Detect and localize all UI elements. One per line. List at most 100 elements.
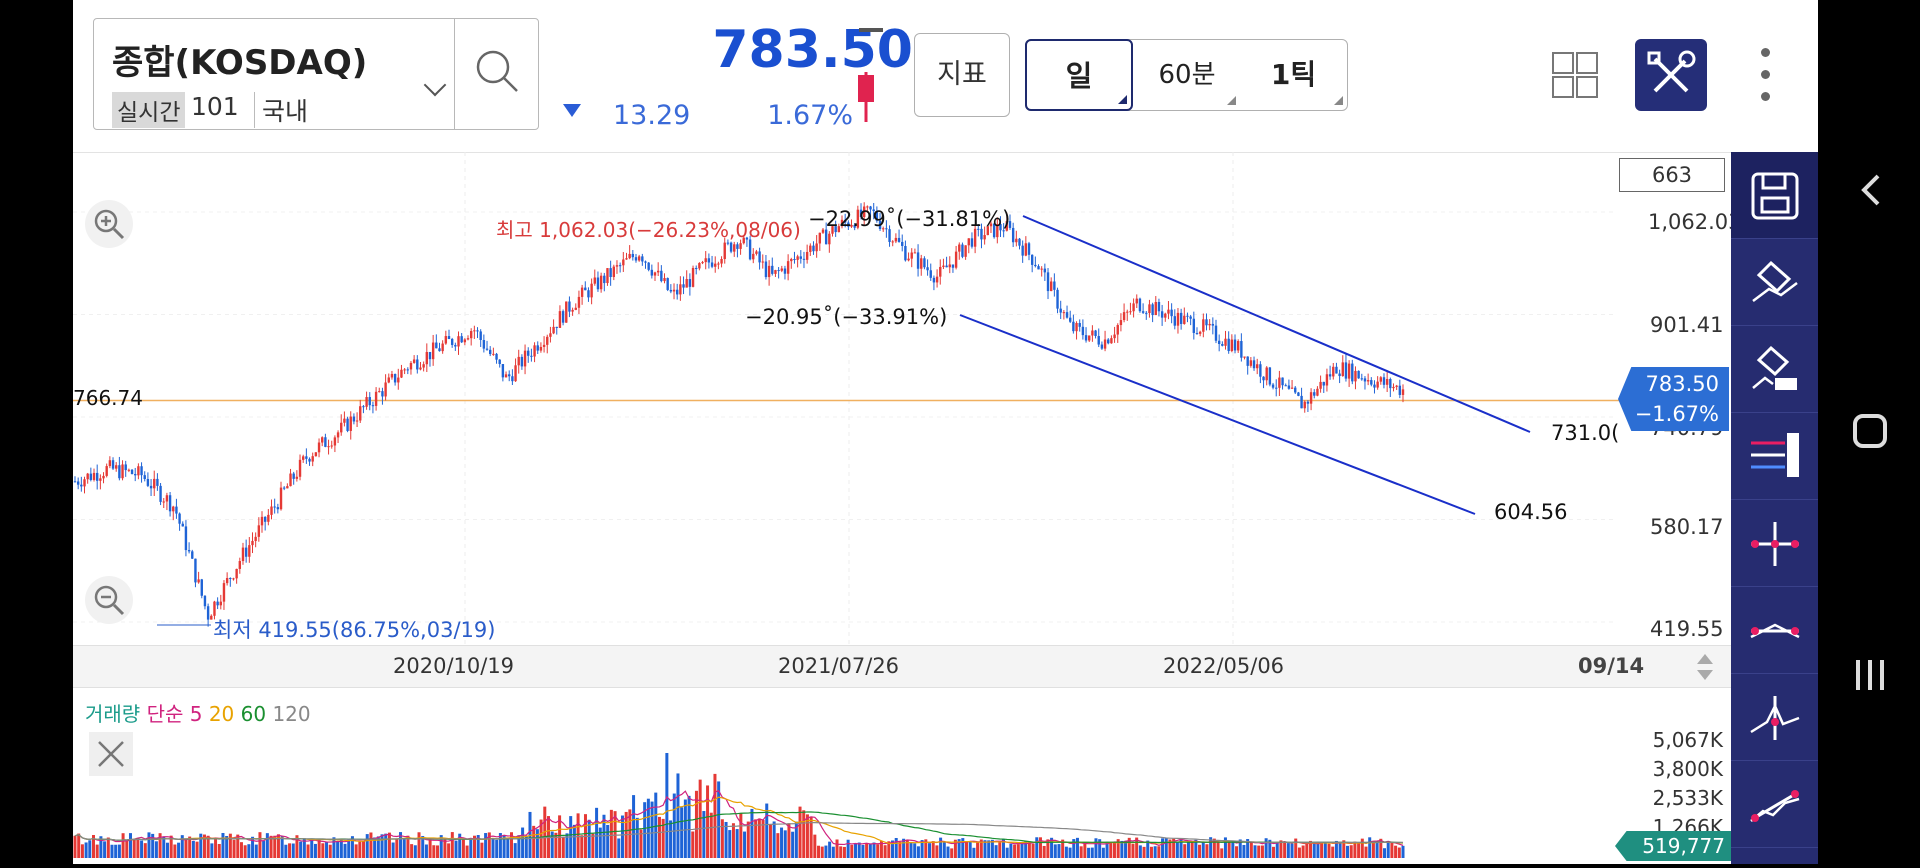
period-daily[interactable]: 일	[1025, 39, 1133, 111]
volume-ma5: 5	[189, 702, 203, 726]
close-volume-button[interactable]	[89, 732, 133, 776]
period-60min[interactable]: 60분	[1134, 40, 1240, 110]
candle-body	[1002, 230, 1005, 232]
vertical-line-tool-button[interactable]	[1731, 674, 1818, 761]
volume-bar	[872, 842, 876, 858]
volume-bar	[1375, 840, 1379, 858]
volume-bar	[580, 835, 584, 858]
price-chart[interactable]	[73, 152, 1731, 645]
candle-body	[168, 495, 172, 512]
chart-area[interactable]	[73, 152, 1731, 864]
volume-bar	[436, 845, 440, 858]
save-button[interactable]	[1731, 152, 1818, 239]
candle-body	[504, 374, 508, 378]
candle-body	[292, 473, 295, 479]
hcl-tool-button[interactable]	[1731, 413, 1818, 500]
eraser-button[interactable]	[1731, 239, 1818, 326]
candle-body	[571, 309, 574, 312]
volume-bar	[839, 846, 843, 858]
candle-body	[691, 267, 695, 287]
candle-body	[146, 479, 150, 486]
candle-body	[203, 595, 207, 607]
candle-body	[707, 258, 711, 263]
candle-body	[1189, 316, 1192, 319]
candle-body	[546, 336, 549, 345]
volume-bar	[1327, 843, 1331, 858]
indicator-button[interactable]: 지표	[914, 33, 1010, 117]
dot	[1761, 92, 1770, 101]
volume-bar	[964, 841, 968, 858]
candle-body	[1379, 377, 1383, 382]
horizontal-line-tool-button[interactable]	[1731, 587, 1818, 674]
volume-bar	[521, 827, 525, 858]
candle-body	[1119, 320, 1123, 326]
tools-button[interactable]	[1635, 39, 1707, 111]
system-nav-icons	[1853, 174, 1887, 690]
candle-body	[945, 265, 948, 268]
candle-body	[1322, 381, 1325, 386]
volume-bar	[861, 844, 865, 858]
volume-bar	[1205, 844, 1209, 858]
volume-bar	[539, 819, 543, 858]
candle-body	[1062, 312, 1066, 314]
volume-bar	[1301, 845, 1305, 858]
volume-chart[interactable]	[73, 740, 1533, 860]
volume-bar	[990, 839, 994, 858]
candle-body	[790, 259, 793, 262]
volume-bar	[635, 817, 639, 858]
volume-bar	[269, 835, 273, 858]
volume-bar	[228, 833, 232, 858]
period-1tick[interactable]: 1틱	[1240, 40, 1347, 110]
candle-body	[805, 251, 809, 260]
eraser-all-button[interactable]	[1731, 326, 1818, 413]
candle-body	[1271, 384, 1275, 388]
zoom-out-button[interactable]	[85, 576, 133, 624]
volume-bar	[565, 833, 569, 858]
candle-body	[580, 287, 584, 297]
candle-body	[577, 296, 581, 308]
volume-bar	[158, 833, 162, 858]
lower-trendline-label: −20.95˚(−33.91%)	[745, 305, 948, 329]
volume-bar	[987, 840, 991, 858]
search-button[interactable]	[454, 19, 539, 129]
volume-bar	[484, 833, 488, 858]
volume-bar	[706, 785, 710, 858]
sort-arrows-icon[interactable]	[1695, 652, 1715, 682]
market-label: 국내	[254, 92, 308, 128]
current-price-tag-value: 783.50	[1645, 372, 1719, 396]
volume-bar	[1057, 844, 1061, 858]
candle-body	[831, 226, 834, 234]
volume-legend: 거래량 단순 5 20 60 120	[85, 698, 311, 727]
volume-bar	[983, 840, 987, 858]
y-axis-label: 1,062.03	[1648, 210, 1742, 234]
more-options-button[interactable]	[1758, 48, 1772, 104]
candle-body	[856, 209, 860, 228]
volume-bar	[1101, 847, 1105, 858]
crosshair-tool-button[interactable]	[1731, 500, 1818, 587]
volume-bar	[465, 845, 469, 858]
candle-body	[783, 268, 787, 274]
volume-bar	[817, 845, 821, 858]
candle-body	[761, 261, 764, 263]
volume-bar	[761, 819, 765, 858]
candle-body	[400, 369, 403, 378]
x-axis-last-date: 09/14	[1578, 654, 1645, 678]
candle-body	[1186, 315, 1189, 317]
volume-bar	[1305, 843, 1309, 858]
candle-body	[156, 478, 159, 486]
candle-body	[1354, 370, 1357, 382]
zoom-in-button[interactable]	[85, 200, 133, 248]
zoom-out-icon	[94, 585, 125, 616]
symbol-selector[interactable]: 종합(KOSDAQ) 실시간 101 국내	[93, 18, 539, 130]
candle-body	[701, 262, 704, 264]
candle-body	[688, 279, 692, 287]
volume-bar	[939, 837, 943, 858]
volume-bar	[602, 814, 606, 858]
layout-grid-button[interactable]	[1552, 52, 1598, 98]
trendline-tool-button[interactable]	[1731, 761, 1818, 848]
candle-body	[552, 326, 555, 334]
x-axis[interactable]: 2020/10/19 2021/07/26 2022/05/06 09/14	[73, 645, 1731, 688]
volume-bar	[791, 831, 795, 858]
candle-body	[1179, 312, 1183, 324]
volume-bar	[1120, 840, 1124, 858]
